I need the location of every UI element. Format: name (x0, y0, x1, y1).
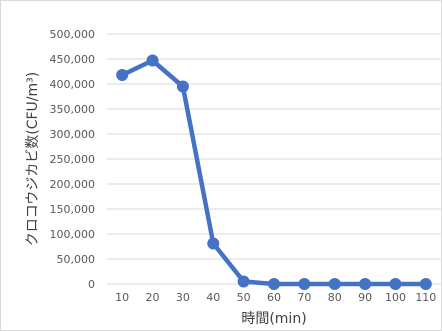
data-point (328, 278, 341, 290)
y-tick-label: 50,000 (57, 253, 96, 266)
data-point (359, 278, 372, 290)
y-axis-title: クロコウジカビ数(CFU/m³) (25, 72, 41, 246)
y-tick-label: 400,000 (50, 78, 96, 91)
data-point (268, 278, 280, 290)
x-tick-label: 90 (358, 291, 372, 304)
y-axis-ticks: 0 50,000 100,000 150,000 200,000 250,000 300,0… (50, 28, 96, 291)
data-point (298, 278, 311, 290)
y-tick-label: 0 (88, 278, 95, 291)
data-point (419, 278, 432, 290)
data-point (146, 54, 159, 67)
x-tick-label: 10 (115, 291, 129, 304)
x-tick-label: 50 (237, 291, 251, 304)
x-tick-label: 110 (415, 291, 436, 304)
data-point (176, 80, 189, 93)
x-axis-title: 時間(min) (241, 311, 306, 327)
y-tick-label: 150,000 (50, 203, 96, 216)
series-layer (116, 54, 432, 290)
x-tick-label: 80 (328, 291, 342, 304)
x-tick-label: 60 (267, 291, 281, 304)
x-tick-label: 70 (297, 291, 311, 304)
data-point (237, 275, 250, 288)
x-tick-label: 30 (176, 291, 190, 304)
data-point (389, 278, 402, 290)
y-tick-label: 200,000 (50, 178, 96, 191)
y-tick-label: 450,000 (50, 53, 96, 66)
data-point (116, 69, 129, 81)
data-point (207, 237, 220, 250)
gridlines (107, 33, 441, 285)
y-tick-label: 250,000 (50, 153, 96, 166)
y-tick-label: 350,000 (50, 103, 96, 116)
series-line (119, 58, 429, 287)
y-tick-label: 500,000 (50, 28, 96, 41)
x-tick-label: 40 (206, 291, 220, 304)
x-axis-ticks: 10 20 30 40 50 60 70 80 90 100 110 (115, 291, 436, 304)
x-tick-label: 100 (385, 291, 406, 304)
x-tick-label: 20 (146, 291, 160, 304)
y-tick-label: 300,000 (50, 128, 96, 141)
y-tick-label: 100,000 (50, 228, 96, 241)
